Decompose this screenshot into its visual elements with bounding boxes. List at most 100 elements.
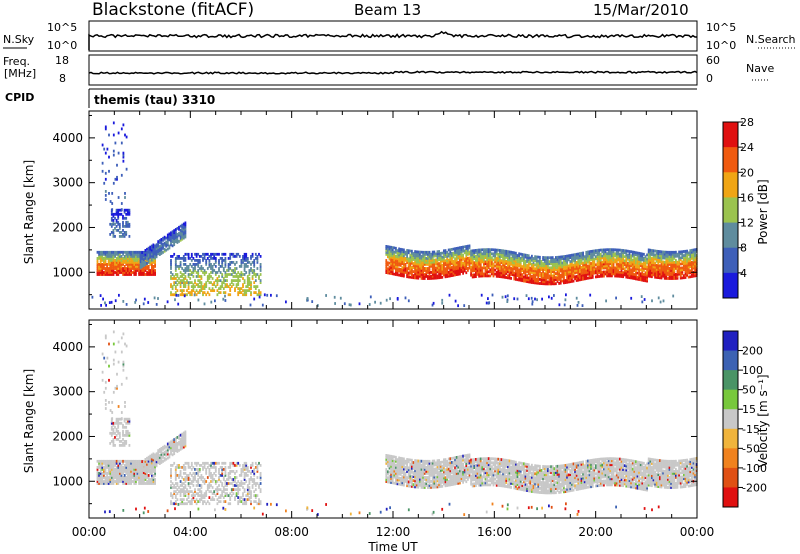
data-cell [609,266,612,270]
data-cell [158,245,161,248]
data-cell [254,291,257,294]
data-cell [644,275,647,279]
data-cell [122,423,124,427]
data-cell [566,280,568,284]
data-cell [553,276,556,280]
data-cell [259,279,262,282]
data-cell [545,282,548,286]
data-cell [96,476,99,479]
data-cell [144,468,147,471]
data-cell [173,235,176,238]
data-cell [644,261,647,265]
data-cell [388,261,391,265]
data-cell [216,271,219,274]
data-cell [454,271,456,275]
data-cell [415,262,418,266]
data-cell [108,169,110,173]
data-cell [117,461,120,465]
data-cell [543,274,546,278]
data-cell [583,269,586,273]
data-cell [489,268,492,272]
data-cell [107,273,110,276]
data-cell [628,266,631,269]
data-cell [176,446,179,449]
data-cell [686,265,688,269]
data-cell [200,494,203,497]
data-cell [152,267,155,270]
data-cell [657,254,660,257]
data-cell [427,259,429,262]
data-cell [393,272,396,276]
data-cell [155,247,158,251]
data-cell [109,442,112,445]
data-cell [206,252,209,256]
data-cell [580,251,583,255]
y-tick-label: 2000 [52,220,83,234]
data-cell [577,256,580,260]
data-cell [427,275,429,278]
data-cell [599,272,602,276]
data-cell [564,261,567,264]
data-cell [151,470,153,473]
data-cell [431,303,434,307]
data-cell [213,289,216,292]
data-cell [668,275,671,278]
data-cell [197,500,200,503]
data-cell [109,472,112,475]
data-cell [532,265,535,268]
data-cell [524,279,527,283]
data-cell [417,250,420,254]
data-cell [229,261,232,264]
data-cell [671,252,674,256]
data-cell [457,254,460,258]
data-cell [128,468,131,471]
data-cell [387,267,389,271]
data-cell [484,250,487,254]
data-cell [439,276,442,279]
data-cell [627,274,629,277]
data-cell [558,273,560,277]
data-cell [524,259,527,263]
data-cell [242,273,244,276]
data-cell [122,155,125,159]
data-cell [246,279,249,282]
data-cell [671,275,674,278]
data-cell [197,291,200,294]
data-cell [590,256,592,259]
data-cell [270,293,272,297]
data-cell [444,271,447,275]
data-cell [579,264,581,268]
data-cell [200,277,203,280]
data-cell [114,480,116,483]
data-cell [109,476,112,479]
data-cell [567,278,570,282]
data-cell [200,275,203,278]
data-cell [644,255,647,258]
data-cell [211,466,214,469]
data-cell [481,270,484,274]
data-cell [144,265,147,268]
data-cell [227,269,230,272]
data-cell [178,434,180,438]
data-cell [107,257,110,260]
data-cell [491,262,493,266]
data-cell [120,257,123,260]
data-cell [620,257,623,260]
data-cell [135,267,137,270]
data-cell [152,456,155,460]
data-cell [599,268,602,272]
data-cell [550,256,552,260]
data-cell [133,273,136,276]
data-cell [443,261,445,265]
data-cell [657,274,660,277]
data-cell [203,500,206,503]
data-cell [516,274,519,278]
data-cell [484,256,487,260]
data-cell [234,279,236,282]
data-cell [531,262,533,266]
data-cell [612,270,615,274]
data-cell [551,260,554,264]
data-cell [447,270,450,274]
data-cell [179,437,182,441]
data-cell [253,273,256,276]
